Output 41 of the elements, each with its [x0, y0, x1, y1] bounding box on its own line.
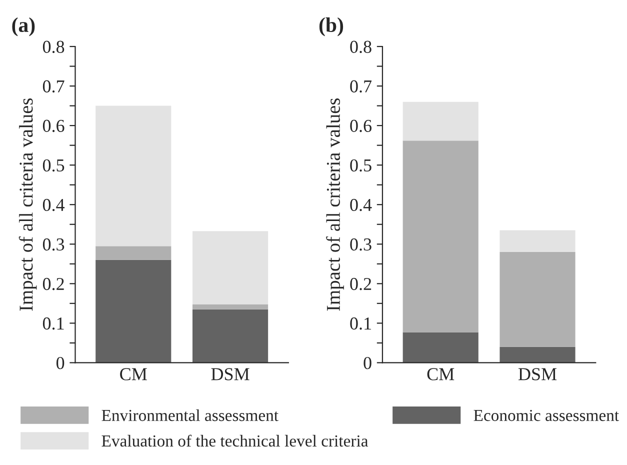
legend-label: Economic assessment [474, 410, 619, 422]
bar [500, 346, 576, 363]
y-tick-label: 0.1 [350, 317, 371, 330]
y-tick-label: 0.2 [350, 278, 372, 290]
y-tick-label: 0.5 [42, 159, 64, 172]
y-tick-label: 0 [364, 356, 372, 370]
legend-label: Environmental assessment [102, 409, 278, 422]
chart-title: (a) [12, 17, 35, 36]
x-tick-label: DSM [518, 368, 557, 380]
bar [96, 260, 172, 363]
bar [96, 246, 172, 260]
bar [192, 309, 268, 363]
y-tick-label: 0.6 [42, 120, 64, 132]
x-tick-label: DSM [211, 368, 250, 380]
bar [192, 231, 268, 304]
y-tick-label: 0.5 [350, 159, 372, 172]
bar [402, 140, 478, 332]
y-tick-label: 0.8 [42, 40, 64, 54]
y-tick-label: 0.6 [350, 120, 372, 132]
y-tick-label: 0.7 [350, 80, 372, 93]
bar [402, 332, 478, 363]
chart-title: (b) [319, 17, 344, 36]
y-tick-label: 0.7 [42, 80, 64, 93]
bar [402, 102, 478, 141]
y-tick-label: 0.1 [42, 317, 64, 330]
bar [500, 252, 576, 347]
y-tick-label: 0 [56, 356, 64, 370]
bar [500, 230, 576, 252]
y-tick-label: 0.3 [42, 238, 64, 251]
x-tick-label: CM [120, 368, 147, 380]
y-axis-title: Impact of all criteria values [18, 98, 37, 311]
y-tick-label: 0.4 [42, 198, 65, 212]
y-tick-label: 0.3 [350, 238, 372, 251]
x-tick-label: CM [427, 368, 454, 380]
y-tick-label: 0.4 [350, 198, 372, 212]
bar [96, 106, 172, 246]
y-tick-label: 0.8 [350, 40, 372, 54]
bar [192, 304, 268, 310]
legend-label: Evaluation of the technical level criteria [102, 434, 368, 447]
y-tick-label: 0.2 [42, 278, 64, 290]
y-axis-title: Impact of all criteria values [326, 98, 344, 311]
